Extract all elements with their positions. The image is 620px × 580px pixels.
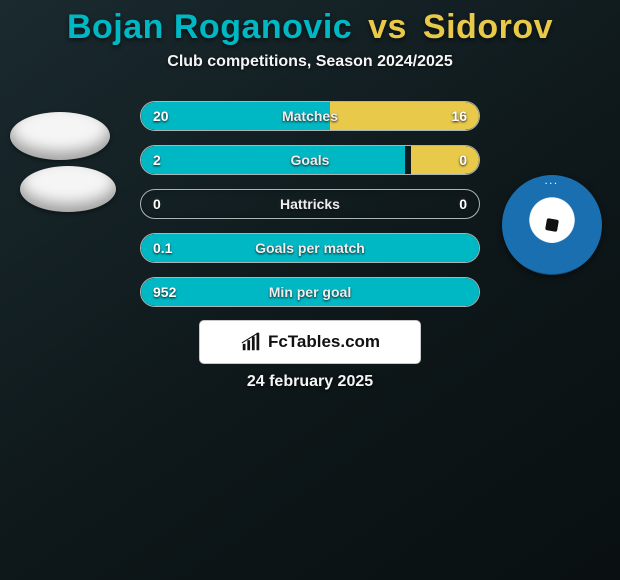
player1-name: Bojan Roganovic [67, 8, 352, 46]
stat-label: Min per goal [141, 277, 479, 307]
vs-label: vs [368, 8, 407, 46]
stat-row: 952Min per goal [140, 277, 480, 307]
comparison-card: Bojan Roganovic vs Sidorov Club competit… [0, 0, 620, 391]
subtitle: Club competitions, Season 2024/2025 [0, 53, 620, 71]
page-title: Bojan Roganovic vs Sidorov [0, 8, 620, 47]
bar-chart-icon [240, 331, 262, 353]
player2-name: Sidorov [423, 8, 553, 46]
stat-row: 0.1Goals per match [140, 233, 480, 263]
brand-text: FcTables.com [268, 332, 380, 352]
stat-row: 20Matches16 [140, 101, 480, 131]
value-right: 0 [459, 189, 467, 219]
stat-label: Goals per match [141, 233, 479, 263]
date-line: 24 february 2025 [0, 373, 620, 391]
value-right: 16 [451, 101, 467, 131]
stat-label: Matches [141, 101, 479, 131]
brand-box[interactable]: FcTables.com [200, 321, 420, 363]
value-right: 0 [459, 145, 467, 175]
stat-row: 2Goals0 [140, 145, 480, 175]
stat-row: 0Hattricks0 [140, 189, 480, 219]
stat-label: Goals [141, 145, 479, 175]
stat-label: Hattricks [141, 189, 479, 219]
stat-rows: 20Matches162Goals00Hattricks00.1Goals pe… [0, 101, 620, 307]
